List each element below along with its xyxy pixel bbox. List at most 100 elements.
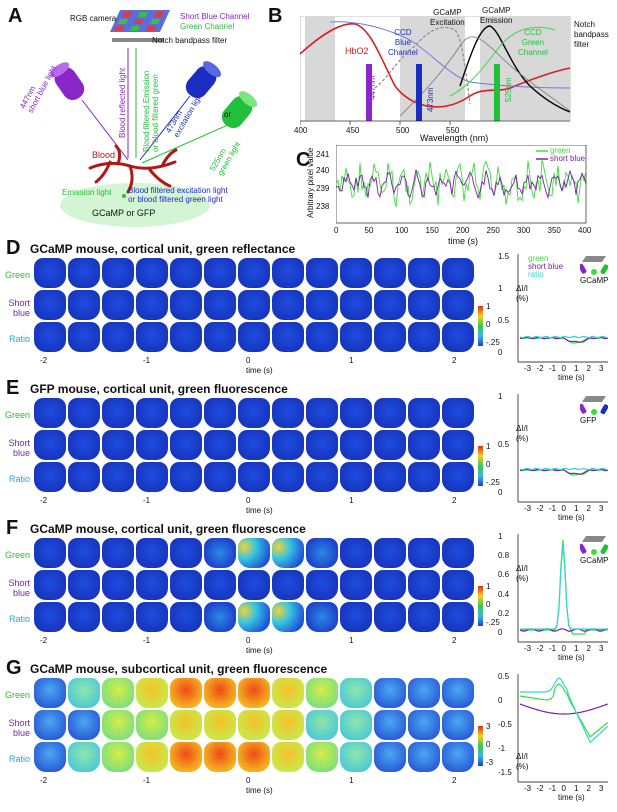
side-plot xyxy=(517,674,609,783)
setup-icon xyxy=(578,394,609,416)
image-frame xyxy=(34,678,66,708)
image-frame xyxy=(102,430,134,460)
panel-title: GCaMP mouse, cortical unit, green fluore… xyxy=(30,522,306,536)
image-frame xyxy=(340,678,372,708)
side-xtick: 2 xyxy=(586,364,591,373)
frame-xlabel: time (s) xyxy=(246,786,273,795)
image-frame xyxy=(34,430,66,460)
image-frame xyxy=(136,678,168,708)
side-xtick: 0 xyxy=(561,784,566,793)
image-frame xyxy=(238,462,270,492)
image-frame xyxy=(408,290,440,320)
side-legend-entry: short blue xyxy=(528,262,564,271)
setup-icon xyxy=(578,254,609,276)
side-ytick: 1 xyxy=(498,392,503,401)
gcamp-emission-curve xyxy=(459,25,571,113)
side-ytick: 0 xyxy=(498,696,503,705)
row-label: Short blue xyxy=(8,578,30,598)
image-frame xyxy=(170,710,202,740)
image-frame xyxy=(272,678,304,708)
row-label: Short blue xyxy=(8,438,30,458)
image-frame xyxy=(204,678,236,708)
image-frame xyxy=(34,322,66,352)
image-frame xyxy=(170,570,202,600)
green-channel-label: Green Channel xyxy=(180,22,235,31)
image-frame xyxy=(136,258,168,288)
colorbar xyxy=(478,726,483,766)
frame-xtick: 0 xyxy=(246,356,251,365)
image-frame xyxy=(34,258,66,288)
frame-grid xyxy=(34,398,476,494)
image-frame xyxy=(442,602,474,632)
panel-c-letter: C xyxy=(296,149,311,171)
side-ytick: 0 xyxy=(498,348,503,357)
panel-letter: D xyxy=(6,237,21,259)
side-xtick: -1 xyxy=(549,364,557,373)
blood-filtered-emission-label: Blood filtered Emission or blood filtere… xyxy=(142,70,160,152)
image-frame xyxy=(34,462,66,492)
image-frame xyxy=(238,602,270,632)
frame-xtick: 0 xyxy=(246,496,251,505)
image-frame xyxy=(102,258,134,288)
image-frame xyxy=(340,430,372,460)
ccd-blue-curve xyxy=(329,21,571,89)
image-frame xyxy=(272,538,304,568)
image-frame xyxy=(170,742,202,772)
image-frame xyxy=(34,602,66,632)
gray-curve xyxy=(399,36,571,117)
image-frame xyxy=(340,462,372,492)
frame-xtick: 2 xyxy=(452,356,457,365)
colorbar-tick: 0 xyxy=(486,600,491,609)
image-frame xyxy=(170,462,202,492)
side-ylabel: ΔI/I (%) xyxy=(516,564,529,583)
image-frame xyxy=(340,290,372,320)
row-label: Ratio xyxy=(8,334,30,344)
side-xlabel: time (s) xyxy=(558,373,585,382)
image-frame xyxy=(272,570,304,600)
image-frame xyxy=(136,462,168,492)
image-frame xyxy=(102,322,134,352)
c-xtick: 0 xyxy=(334,226,339,235)
image-frame xyxy=(170,258,202,288)
image-frame xyxy=(272,710,304,740)
panel-title: GFP mouse, cortical unit, green fluoresc… xyxy=(30,382,288,396)
image-frame xyxy=(170,290,202,320)
gcamp-excitation-label: GCaMP Excitation xyxy=(430,8,465,27)
rgb-camera-label: RGB camera xyxy=(70,14,117,23)
panel-title: GCaMP mouse, cortical unit, green reflec… xyxy=(30,242,296,256)
frame-xtick: 1 xyxy=(349,776,354,785)
image-frame xyxy=(68,710,100,740)
colorbar xyxy=(478,586,483,626)
image-frame xyxy=(204,742,236,772)
notch-band-1 xyxy=(305,16,335,121)
row-label: Short blue xyxy=(8,298,30,318)
blood-filtered-excitation-label: Blood filtered excitation light or blood… xyxy=(128,186,228,204)
frame-xtick: 1 xyxy=(349,636,354,645)
panel-b-spectrum xyxy=(300,16,571,125)
image-frame xyxy=(238,710,270,740)
light-525-icon xyxy=(221,91,258,129)
side-xtick: -1 xyxy=(549,504,557,513)
frame-xtick: 2 xyxy=(452,776,457,785)
colorbar-tick: 1 xyxy=(486,302,491,311)
side-legend-entry: ratio xyxy=(528,270,544,279)
tissue-glow xyxy=(60,183,210,227)
c-green-trace xyxy=(336,159,587,208)
side-xtick: -3 xyxy=(524,644,532,653)
short-blue-channel-label: Short Blue Channel xyxy=(180,12,250,21)
image-frame xyxy=(136,710,168,740)
image-frame xyxy=(204,710,236,740)
row-label: Green xyxy=(4,690,30,700)
image-frame xyxy=(238,322,270,352)
image-frame xyxy=(272,398,304,428)
notch-filter-label: Notch bandpass filter xyxy=(152,36,228,45)
image-frame xyxy=(34,290,66,320)
frame-xtick: 2 xyxy=(452,636,457,645)
image-frame xyxy=(340,570,372,600)
image-frame xyxy=(204,322,236,352)
frame-xlabel: time (s) xyxy=(246,506,273,515)
setup-icon-label: GFP xyxy=(580,416,597,425)
image-frame xyxy=(170,678,202,708)
c-xtick: 50 xyxy=(364,226,374,235)
setup-icon-label: GCaMP xyxy=(580,276,609,285)
